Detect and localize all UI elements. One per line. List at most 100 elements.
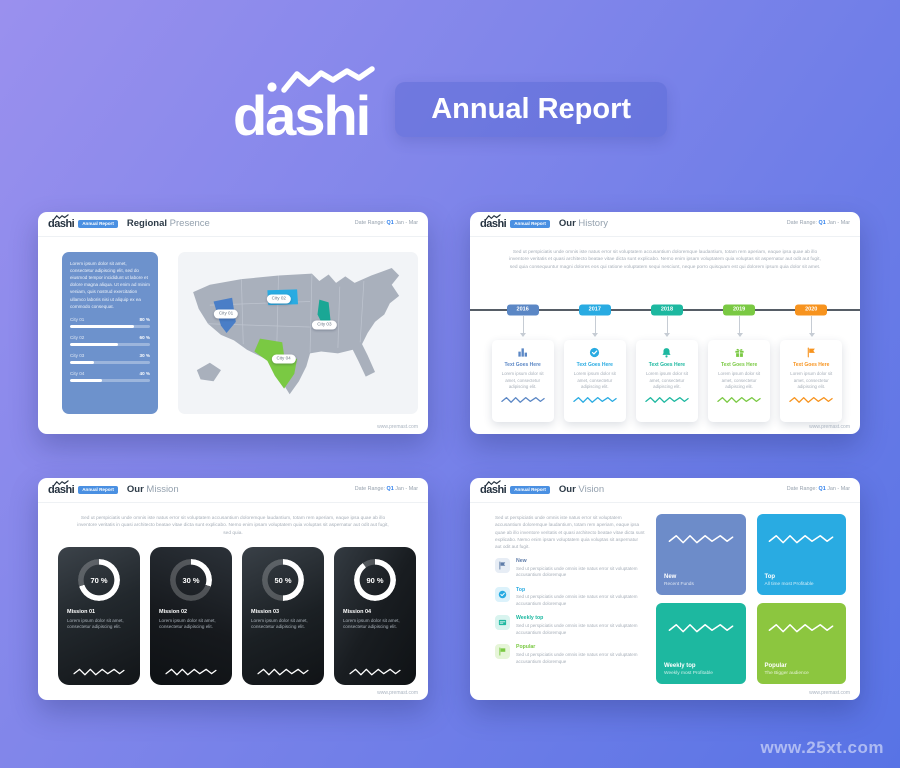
mission-progress-ring: 30 % — [170, 559, 212, 601]
progress-track — [70, 360, 150, 364]
timeline-card-title: Text Goes Here — [793, 362, 830, 368]
card-icon — [495, 615, 510, 631]
mini-dashi-logo: dashi — [480, 213, 507, 230]
progress-track — [70, 378, 150, 382]
dashi-logo: dashi — [232, 66, 375, 147]
vision-list: Sed ut perspiciatis unde omnis iste natu… — [495, 514, 645, 665]
vision-item-title: New — [516, 557, 527, 564]
date-range-months: Jan - Mar — [827, 486, 850, 493]
city-value: 60 % — [139, 335, 150, 341]
timeline-sparkline — [645, 396, 689, 403]
mini-annual-report-badge: Annual Report — [510, 485, 550, 495]
city-value: 30 % — [139, 353, 150, 359]
mission-card: 30 % Mission 02 Lorem ipsum dolor sit am… — [150, 547, 232, 685]
timeline-year-badge: 2020 — [795, 304, 828, 316]
progress-fill — [70, 378, 102, 382]
vision-item-text: Sed ut perspiciatis unde omnis iste natu… — [516, 565, 638, 578]
timeline-card: Text Goes Here Lorem ipsum dolor sit ame… — [635, 340, 698, 422]
city-bar: City 03 30 % — [70, 353, 150, 364]
timeline-card-text: Lorem ipsum dolor sit amet, consectetur … — [573, 371, 616, 390]
slide-our-mission[interactable]: dashi Annual Report Our Mission Date Ran… — [38, 478, 428, 700]
timeline-connector — [736, 316, 743, 337]
vision-card-subtitle: Weekly most Profitable — [664, 671, 713, 677]
mini-logo-text: dashi — [48, 217, 75, 230]
slide-title-bold: Our — [558, 218, 576, 230]
vision-item: Popular Sed ut perspiciatis unde omnis i… — [495, 644, 645, 665]
progress-fill — [70, 342, 118, 346]
vision-item-title: Top — [516, 586, 526, 593]
timeline-card: Text Goes Here Lorem ipsum dolor sit ame… — [708, 340, 771, 422]
badge-check-icon — [590, 347, 600, 358]
timeline-card: Text Goes Here Lorem ipsum dolor sit ame… — [491, 340, 554, 422]
date-range-label: Date Range: — [354, 220, 386, 227]
timeline-card-title: Text Goes Here — [576, 362, 613, 368]
timeline-connector — [664, 316, 671, 337]
website-url: www.premast.com — [809, 424, 850, 430]
timeline-year: 2019 — [732, 306, 746, 313]
vision-item-text: Sed ut perspiciatis unde omnis iste natu… — [516, 623, 638, 635]
map-city-label: City 02 — [266, 294, 291, 304]
mission-sparkline — [165, 668, 217, 676]
mini-logo-text: dashi — [480, 217, 507, 230]
city-label: City 03 — [70, 353, 85, 359]
mini-dashi-logo: dashi — [480, 479, 507, 496]
mission-card: 90 % Mission 04 Lorem ipsum dolor sit am… — [334, 547, 416, 685]
mini-logo-text: dashi — [48, 483, 75, 496]
timeline-connector — [808, 316, 815, 337]
mission-percent: 90 % — [366, 575, 384, 585]
progress-fill — [70, 360, 94, 364]
vision-card: Top All time most Profitable — [756, 514, 846, 595]
slide-our-vision[interactable]: dashi Annual Report Our Vision Date Rang… — [470, 478, 860, 700]
vision-item: Weekly top Sed ut perspiciatis unde omni… — [495, 615, 645, 636]
mission-cards: 70 % Mission 01 Lorem ipsum dolor sit am… — [58, 547, 416, 685]
website-url: www.premast.com — [377, 690, 418, 696]
slide-our-history[interactable]: dashi Annual Report Our History Date Ran… — [470, 212, 860, 434]
annual-report-badge: Annual Report — [395, 81, 668, 137]
vision-item-text: Sed ut perspiciatis unde omnis iste natu… — [516, 594, 638, 607]
mission-progress-ring: 50 % — [262, 559, 304, 601]
mini-dashi-logo: dashi — [48, 479, 75, 496]
vision-card: Weekly top Weekly most Profitable — [656, 603, 746, 684]
slide-regional-presence[interactable]: dashi Annual Report Regional Presence Da… — [38, 212, 428, 434]
timeline-year-badge: 2017 — [578, 304, 611, 316]
timeline-sparkline — [573, 396, 617, 403]
mission-title: Mission 03 — [251, 609, 280, 615]
history-paragraph: Sed ut perspiciatis unde omnis iste natu… — [509, 250, 821, 270]
timeline-year: 2017 — [588, 306, 601, 313]
vision-item-title: Popular — [516, 644, 536, 651]
timeline-card: Text Goes Here Lorem ipsum dolor sit ame… — [780, 340, 843, 422]
us-map-panel: City 01 City 02 City 03 City 04 — [178, 252, 418, 414]
date-range: Date Range: Q1 Jan - Mar — [355, 487, 418, 492]
timeline-card-text: Lorem ipsum dolor sit amet, consectetur … — [501, 371, 544, 390]
mini-annual-report-badge: Annual Report — [78, 219, 118, 229]
date-range-quarter: Q1 — [386, 486, 394, 493]
mission-percent: 70 % — [90, 575, 108, 585]
mission-percent: 30 % — [182, 575, 200, 585]
city-bar: City 01 80 % — [70, 317, 150, 328]
badge-check-icon — [495, 586, 510, 602]
logo-text: dashi — [232, 84, 371, 147]
progress-track — [70, 342, 150, 346]
slide-title-light: Mission — [146, 484, 179, 496]
vision-sparkline — [668, 534, 734, 544]
mission-paragraph: Sed ut perspiciatis unde omnis iste natu… — [77, 516, 389, 536]
mini-annual-report-badge: Annual Report — [78, 485, 118, 495]
slide-title-bold: Our — [126, 484, 144, 496]
page-header: dashi Annual Report — [0, 66, 900, 147]
mini-logo-text: dashi — [480, 483, 507, 496]
map-city-label: City 01 — [213, 309, 239, 319]
date-range: Date Range: Q1 Jan - Mar — [787, 221, 850, 226]
timeline-sparkline — [717, 396, 761, 403]
mission-title: Mission 01 — [67, 609, 96, 615]
timeline-card-text: Lorem ipsum dolor sit amet, consectetur … — [645, 371, 688, 390]
mission-progress-ring: 70 % — [78, 559, 120, 601]
timeline-sparkline — [789, 396, 833, 403]
vision-cards: New Recent Funds Top All time most Profi… — [656, 514, 846, 684]
mission-sparkline — [257, 668, 309, 676]
vision-item: Top Sed ut perspiciatis unde omnis iste … — [495, 586, 645, 608]
flag-icon — [807, 347, 815, 358]
mission-text: Lorem ipsum dolor sit amet, consectetur … — [343, 617, 400, 630]
progress-fill — [70, 324, 134, 328]
slide-title: Our Vision — [559, 485, 604, 495]
vision-paragraph: Sed ut perspiciatis unde omnis iste natu… — [495, 515, 645, 550]
